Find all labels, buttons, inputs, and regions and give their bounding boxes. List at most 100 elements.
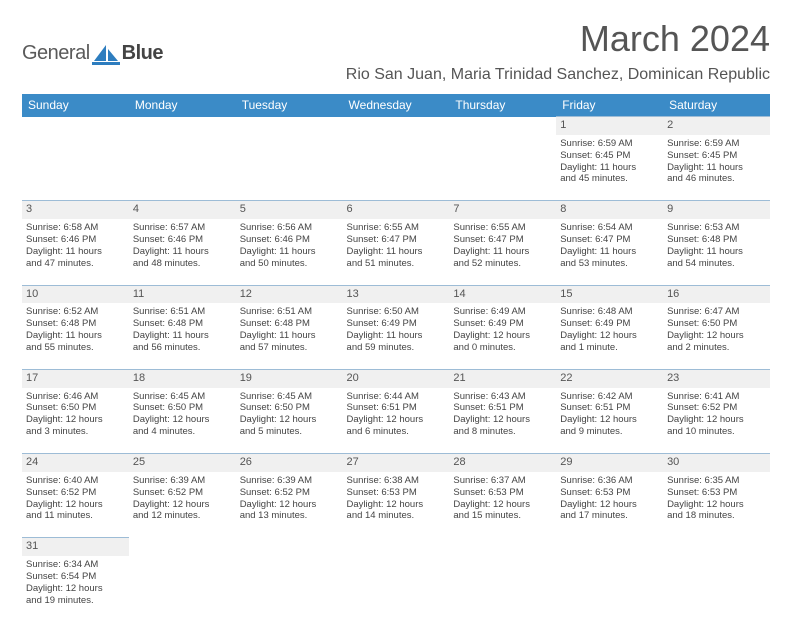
sunset-text: Sunset: 6:53 PM [560,487,659,499]
day-number: 9 [667,203,673,215]
daylight-text: Daylight: 11 hours [560,246,659,258]
day-content-cell [556,556,663,622]
day-number-row: 31 [22,538,770,556]
sunrise-text: Sunrise: 6:37 AM [453,475,552,487]
day-number-cell [343,117,450,135]
day-number: 2 [667,119,673,131]
day-number: 12 [240,288,252,300]
sunset-text: Sunset: 6:49 PM [560,318,659,330]
sunset-text: Sunset: 6:45 PM [560,150,659,162]
sunrise-text: Sunrise: 6:50 AM [347,306,446,318]
day-number: 7 [453,203,459,215]
daylight-text: and 59 minutes. [347,342,446,354]
weekday-header: Sunday [22,94,129,117]
day-number-cell: 24 [22,454,129,472]
daylight-text: and 48 minutes. [133,258,232,270]
logo-sail-icon [92,43,120,65]
day-number-cell: 1 [556,117,663,135]
day-number-cell: 14 [449,285,556,303]
day-content-cell: Sunrise: 6:39 AMSunset: 6:52 PMDaylight:… [236,472,343,538]
logo-text-general: General [22,42,90,65]
sunrise-text: Sunrise: 6:54 AM [560,222,659,234]
day-content-cell: Sunrise: 6:39 AMSunset: 6:52 PMDaylight:… [129,472,236,538]
day-number: 15 [560,288,572,300]
day-number-row: 17181920212223 [22,369,770,387]
daylight-text: and 55 minutes. [26,342,125,354]
sunset-text: Sunset: 6:53 PM [347,487,446,499]
weekday-header: Wednesday [343,94,450,117]
sunset-text: Sunset: 6:49 PM [347,318,446,330]
day-number-cell [449,117,556,135]
sunset-text: Sunset: 6:47 PM [453,234,552,246]
daylight-text: Daylight: 12 hours [453,499,552,511]
sunrise-text: Sunrise: 6:58 AM [26,222,125,234]
sunset-text: Sunset: 6:50 PM [667,318,766,330]
day-content-cell: Sunrise: 6:36 AMSunset: 6:53 PMDaylight:… [556,472,663,538]
daylight-text: Daylight: 12 hours [26,499,125,511]
daylight-text: and 9 minutes. [560,426,659,438]
daylight-text: and 46 minutes. [667,173,766,185]
day-content-cell [236,135,343,201]
day-number-cell [556,538,663,556]
day-content-cell [663,556,770,622]
sunset-text: Sunset: 6:54 PM [26,571,125,583]
sunrise-text: Sunrise: 6:48 AM [560,306,659,318]
sunset-text: Sunset: 6:52 PM [26,487,125,499]
day-number-cell: 25 [129,454,236,472]
day-content-cell: Sunrise: 6:45 AMSunset: 6:50 PMDaylight:… [129,388,236,454]
day-content-cell [236,556,343,622]
day-content-cell [449,556,556,622]
day-number-cell [129,117,236,135]
day-number: 5 [240,203,246,215]
day-content-cell: Sunrise: 6:34 AMSunset: 6:54 PMDaylight:… [22,556,129,622]
day-number: 13 [347,288,359,300]
daylight-text: and 14 minutes. [347,510,446,522]
daylight-text: and 13 minutes. [240,510,339,522]
daylight-text: Daylight: 11 hours [26,246,125,258]
daylight-text: and 6 minutes. [347,426,446,438]
weekday-header: Tuesday [236,94,343,117]
sunrise-text: Sunrise: 6:34 AM [26,559,125,571]
day-content-cell: Sunrise: 6:45 AMSunset: 6:50 PMDaylight:… [236,388,343,454]
sunset-text: Sunset: 6:52 PM [667,402,766,414]
day-content-cell [129,135,236,201]
sunrise-text: Sunrise: 6:40 AM [26,475,125,487]
daylight-text: Daylight: 11 hours [347,330,446,342]
daylight-text: and 0 minutes. [453,342,552,354]
daylight-text: Daylight: 11 hours [26,330,125,342]
month-title: March 2024 [346,18,770,60]
sunset-text: Sunset: 6:49 PM [453,318,552,330]
logo-text-blue: Blue [122,42,163,65]
day-number-cell [129,538,236,556]
day-number-cell [236,117,343,135]
title-block: March 2024 Rio San Juan, Maria Trinidad … [346,18,770,84]
header: General Blue March 2024 Rio San Juan, Ma… [22,18,770,84]
day-number-cell: 7 [449,201,556,219]
day-content-cell: Sunrise: 6:43 AMSunset: 6:51 PMDaylight:… [449,388,556,454]
sunset-text: Sunset: 6:50 PM [133,402,232,414]
sunrise-text: Sunrise: 6:41 AM [667,391,766,403]
day-number-cell: 2 [663,117,770,135]
daylight-text: and 19 minutes. [26,595,125,607]
sunrise-text: Sunrise: 6:51 AM [240,306,339,318]
sunrise-text: Sunrise: 6:42 AM [560,391,659,403]
daylight-text: Daylight: 11 hours [667,162,766,174]
day-content-cell: Sunrise: 6:49 AMSunset: 6:49 PMDaylight:… [449,303,556,369]
daylight-text: and 1 minute. [560,342,659,354]
daylight-text: and 56 minutes. [133,342,232,354]
sunrise-text: Sunrise: 6:35 AM [667,475,766,487]
daylight-text: and 15 minutes. [453,510,552,522]
day-content-cell: Sunrise: 6:53 AMSunset: 6:48 PMDaylight:… [663,219,770,285]
sunset-text: Sunset: 6:47 PM [560,234,659,246]
day-number-cell: 19 [236,369,343,387]
daylight-text: Daylight: 12 hours [560,414,659,426]
sunset-text: Sunset: 6:48 PM [667,234,766,246]
sunset-text: Sunset: 6:48 PM [133,318,232,330]
daylight-text: Daylight: 12 hours [240,414,339,426]
day-content-row: Sunrise: 6:52 AMSunset: 6:48 PMDaylight:… [22,303,770,369]
day-number-cell: 3 [22,201,129,219]
sunset-text: Sunset: 6:53 PM [667,487,766,499]
daylight-text: Daylight: 11 hours [133,330,232,342]
day-number-cell [343,538,450,556]
daylight-text: Daylight: 12 hours [133,499,232,511]
